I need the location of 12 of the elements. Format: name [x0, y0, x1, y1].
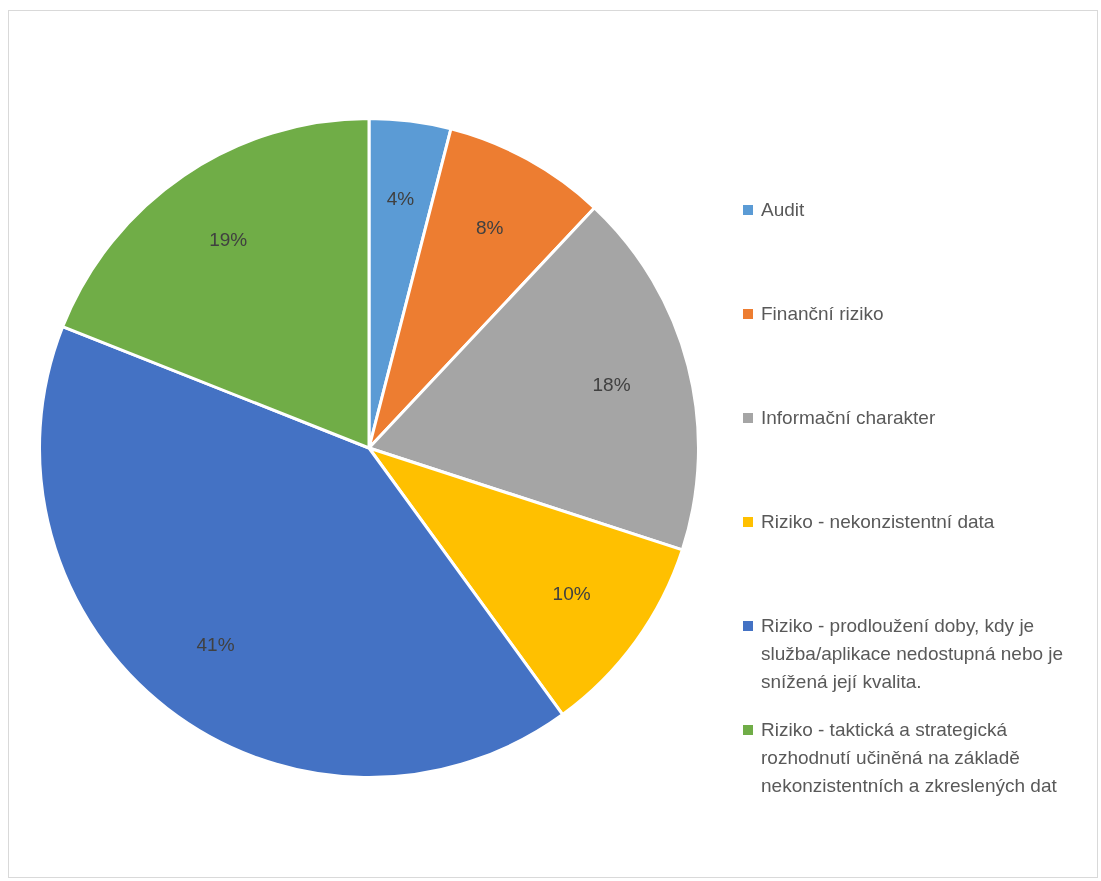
- legend-label: Riziko - nekonzistentní data: [761, 510, 995, 534]
- legend-label: Riziko - taktická a strategická rozhodnutí učiněná na základě nekonzistentních a zkreslených dat: [761, 718, 1058, 798]
- legend-label: Finanční riziko: [761, 302, 884, 326]
- legend-label: Riziko - prodloužení doby, kdy je služba/aplikace nedostupná nebo je snížená její kvalita.: [761, 614, 1065, 694]
- data-label: 41%: [196, 634, 235, 656]
- data-label: 8%: [475, 216, 504, 238]
- data-label: 18%: [592, 373, 631, 395]
- data-label: 4%: [386, 187, 415, 209]
- data-label: 10%: [552, 583, 591, 605]
- legend-label: Informační charakter: [761, 406, 936, 430]
- legend-label: Audit: [761, 198, 805, 222]
- data-label: 19%: [209, 229, 248, 251]
